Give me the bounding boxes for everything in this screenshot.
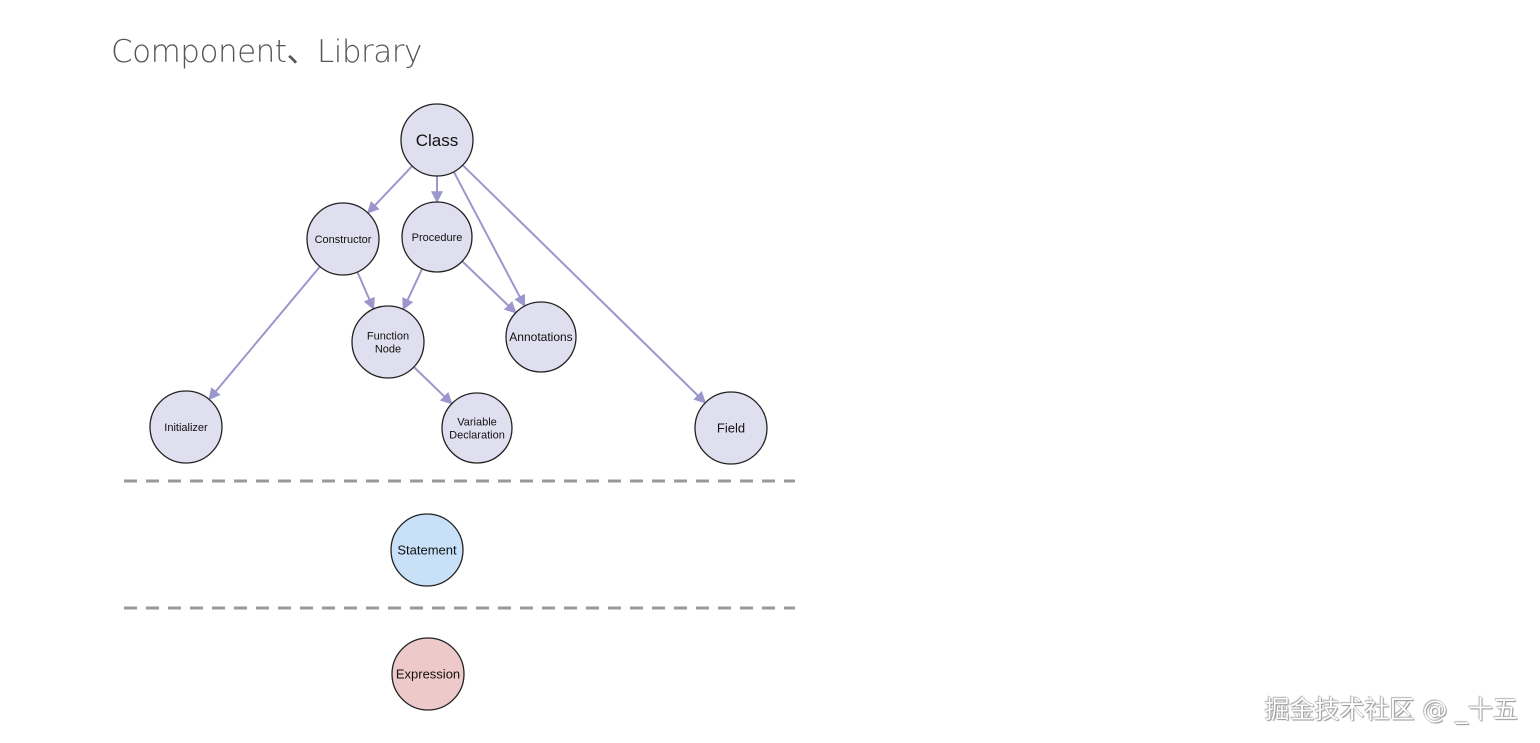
node-annotations: Annotations <box>505 301 577 373</box>
node-initializer: Initializer <box>149 390 223 464</box>
node-label: Expression <box>396 667 460 682</box>
node-circle <box>694 391 768 465</box>
node-label: Statement <box>397 543 457 558</box>
node-circle <box>505 301 577 373</box>
node-label: Initializer <box>164 422 208 434</box>
node-constructor: Constructor <box>306 202 380 276</box>
node-expression: Expression <box>391 637 465 711</box>
node-circle <box>391 637 465 711</box>
node-label: Annotations <box>509 330 572 344</box>
page-title: Component、Library <box>111 34 422 70</box>
node-circle <box>351 305 425 379</box>
edge-class-to-field <box>462 164 707 404</box>
node-class: Class <box>400 103 474 177</box>
node-label: Field <box>717 421 745 436</box>
node-label: Declaration <box>449 429 505 441</box>
edge-constructor-to-function-node <box>356 271 375 311</box>
node-label: Node <box>375 343 401 355</box>
watermark: 掘金技术社区 @ _十五 <box>1264 695 1518 724</box>
edge-constructor-to-initializer <box>208 265 321 401</box>
node-procedure: Procedure <box>401 201 473 273</box>
node-label: Class <box>416 131 459 150</box>
node-statement: Statement <box>390 513 464 587</box>
node-circle <box>401 201 473 273</box>
node-label: Variable <box>457 416 497 428</box>
node-label: Procedure <box>412 232 463 244</box>
edge-class-to-annotations <box>452 171 526 308</box>
node-circle <box>441 392 513 464</box>
edge-procedure-to-annotations <box>461 260 517 314</box>
node-circle <box>400 103 474 177</box>
node-circle <box>149 390 223 464</box>
node-label: Constructor <box>315 234 372 246</box>
node-label: Function <box>367 330 409 342</box>
edge-function-node-to-variable-declaration <box>413 366 453 405</box>
edge-procedure-to-function-node <box>402 268 424 311</box>
node-field: Field <box>694 391 768 465</box>
node-circle <box>306 202 380 276</box>
node-circle <box>390 513 464 587</box>
edge-class-to-constructor <box>366 165 413 214</box>
